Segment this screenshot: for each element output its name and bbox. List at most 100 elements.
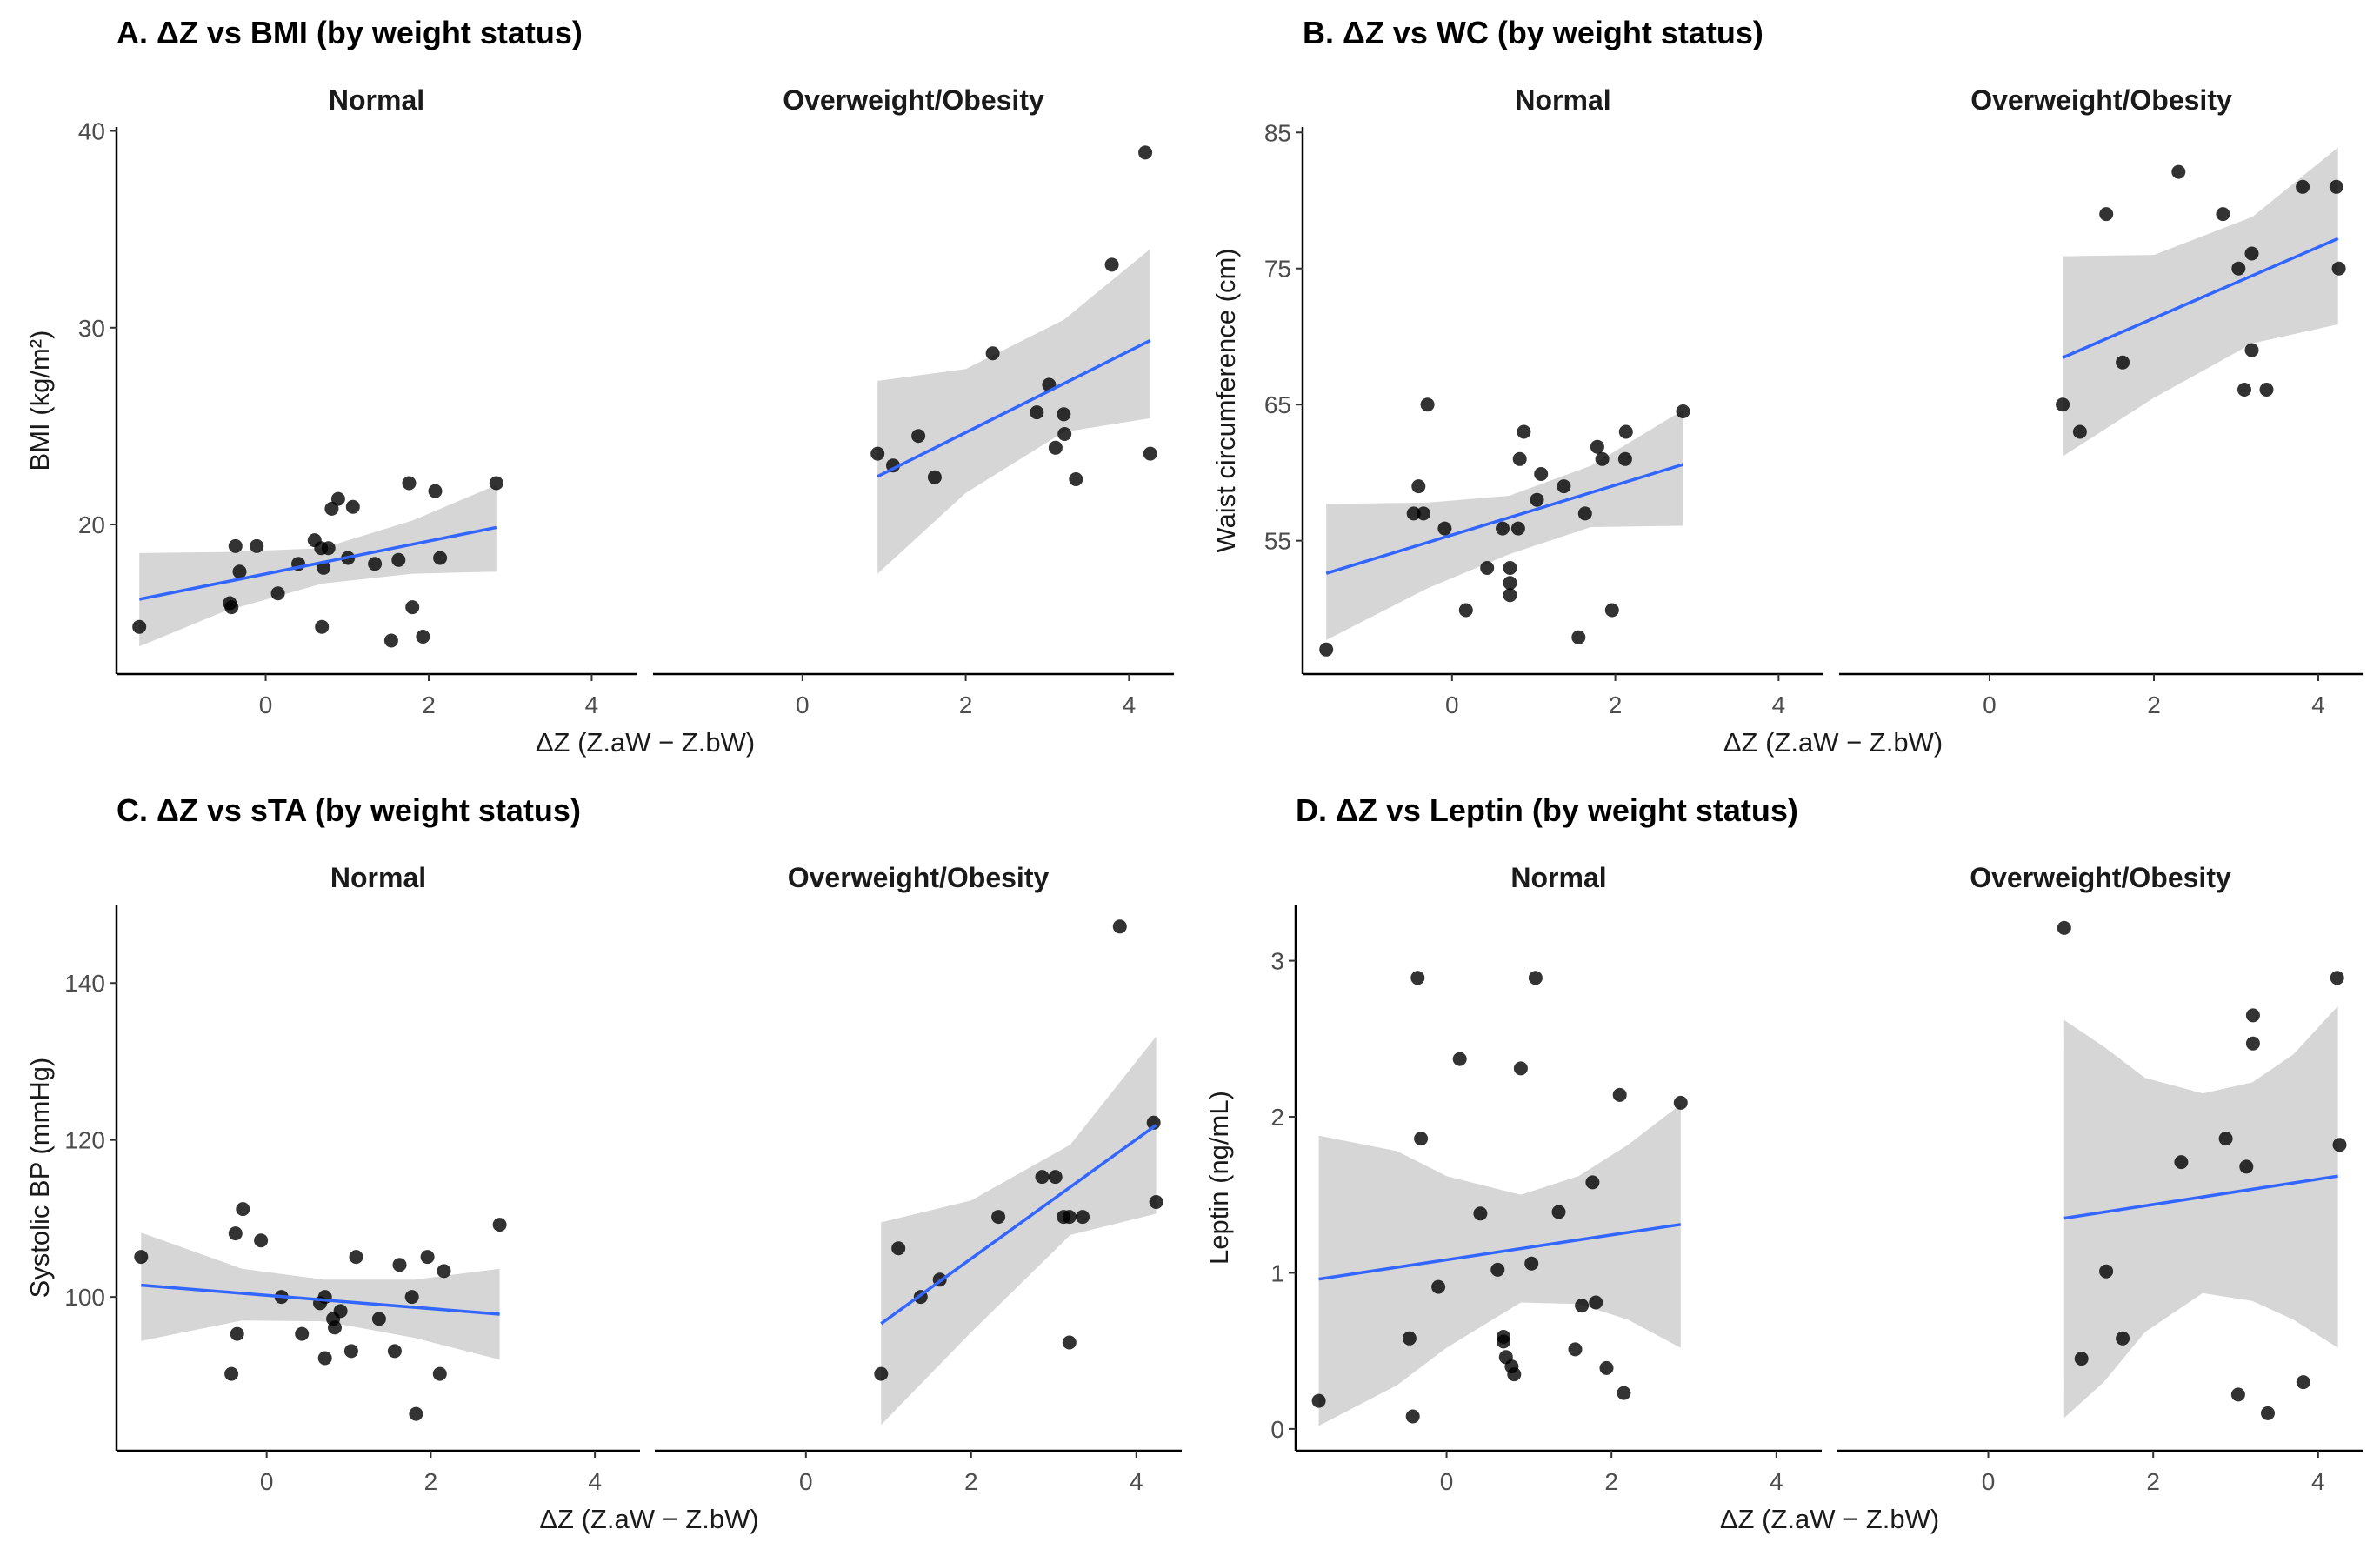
data-point (1402, 1331, 1417, 1346)
data-point (224, 600, 239, 615)
data-point (2099, 207, 2114, 222)
x-tick-label: 0 (799, 1468, 813, 1495)
facet-strip-label: Overweight/Obesity (788, 862, 1050, 893)
chart-panel-c: C. ΔZ vs sTA (by weight status) 100 120 140… (24, 792, 1182, 1534)
data-point (1490, 1262, 1505, 1277)
data-point (387, 1344, 402, 1359)
data-point (1612, 1087, 1627, 1102)
data-point (324, 501, 339, 516)
data-point (328, 1320, 342, 1335)
x-tick-label: 0 (260, 1468, 274, 1495)
data-point (1524, 1256, 1539, 1271)
data-point (2237, 383, 2251, 397)
data-point (392, 1258, 407, 1272)
data-point (1604, 603, 1619, 618)
facet-overweight-obesity: Overweight/Obesity 0 2 4 (1839, 84, 2363, 718)
data-point (1473, 1206, 1488, 1221)
y-axis-title: Leptin (ng/mL) (1203, 1091, 1234, 1265)
data-point (254, 1233, 269, 1248)
y-tick-label: 1 (1270, 1259, 1284, 1286)
data-point (2245, 1036, 2260, 1051)
x-tick-label: 2 (964, 1468, 978, 1495)
data-point (432, 1366, 447, 1381)
data-point (870, 446, 885, 461)
data-point (228, 538, 243, 553)
data-point (2296, 179, 2310, 194)
facet-strip-label: Normal (1510, 862, 1606, 893)
data-point (2244, 246, 2259, 261)
y-tick-label: 20 (78, 511, 105, 538)
data-point (1437, 521, 1452, 536)
facet-strip-label: Overweight/Obesity (783, 84, 1044, 116)
regression-line (877, 338, 1151, 478)
data-point (1048, 440, 1063, 455)
data-point (1577, 506, 1592, 521)
data-point (1590, 439, 1604, 454)
regression-line (141, 1283, 500, 1316)
data-point (230, 1326, 244, 1341)
data-point (2171, 164, 2186, 179)
data-point (2329, 179, 2343, 194)
y-tick-label: 30 (78, 315, 105, 342)
data-point (1589, 1295, 1603, 1310)
data-point (2332, 1138, 2347, 1152)
y-tick-label: 65 (1264, 391, 1291, 418)
data-point (416, 630, 430, 644)
data-point (1673, 1095, 1688, 1110)
data-point (1517, 424, 1531, 439)
data-point (874, 1366, 889, 1381)
confidence-band (877, 249, 1150, 574)
data-point (317, 1351, 332, 1366)
data-point (383, 633, 398, 648)
facet-strip-label: Overweight/Obesity (1970, 862, 2231, 893)
data-point (433, 551, 448, 565)
x-tick-label: 0 (259, 691, 273, 718)
data-point (1414, 1132, 1429, 1146)
data-point (409, 1406, 423, 1421)
data-point (1503, 576, 1517, 591)
data-point (985, 346, 1000, 361)
data-point (1431, 1279, 1446, 1294)
data-point (2245, 1008, 2260, 1023)
data-point (1530, 492, 1544, 507)
data-point (911, 429, 926, 444)
data-point (991, 1210, 1006, 1225)
confidence-band (881, 1036, 1157, 1426)
regression-line (880, 1124, 1157, 1326)
x-tick-label: 4 (1123, 691, 1137, 718)
data-point (1035, 1170, 1050, 1185)
data-point (1057, 427, 1072, 441)
data-point (2296, 1375, 2310, 1390)
y-axis-title: Waist circumference (cm) (1210, 248, 1241, 552)
data-point (1595, 451, 1610, 466)
data-point (1062, 1210, 1077, 1225)
data-point (891, 1241, 906, 1256)
data-point (232, 564, 247, 579)
data-point (1406, 506, 1421, 521)
data-point (1417, 506, 1430, 521)
y-axis-title: BMI (kg/m²) (24, 331, 55, 471)
chart-panel-b: B. ΔZ vs WC (by weight status) 55 65 75 85 Wa… (1210, 15, 2363, 758)
facet-normal: Normal 0 2 4 (1303, 84, 1823, 718)
x-tick-label: 4 (585, 691, 599, 718)
data-point (1528, 971, 1543, 985)
x-tick-label: 0 (796, 691, 810, 718)
data-point (1062, 1335, 1077, 1350)
data-point (2057, 920, 2071, 935)
facet-strip-label: Normal (1515, 84, 1610, 116)
data-point (132, 619, 147, 634)
data-point (1452, 1052, 1467, 1066)
chart-panel-a: A. ΔZ vs BMI (by weight status)203040BMI… (24, 15, 1174, 758)
x-axis-title: ΔZ (Z.aW − Z.bW) (536, 727, 755, 758)
x-tick-label: 4 (588, 1468, 602, 1495)
data-point (343, 1344, 358, 1359)
data-point (1104, 257, 1119, 272)
data-point (1617, 1386, 1631, 1400)
data-point (2072, 424, 2087, 439)
regression-line (1318, 1223, 1682, 1281)
data-point (2330, 971, 2344, 985)
confidence-band (2063, 1005, 2338, 1419)
data-point (2056, 397, 2070, 412)
facet-overweight-obesity: Overweight/Obesity 0 2 4 (1837, 862, 2363, 1495)
